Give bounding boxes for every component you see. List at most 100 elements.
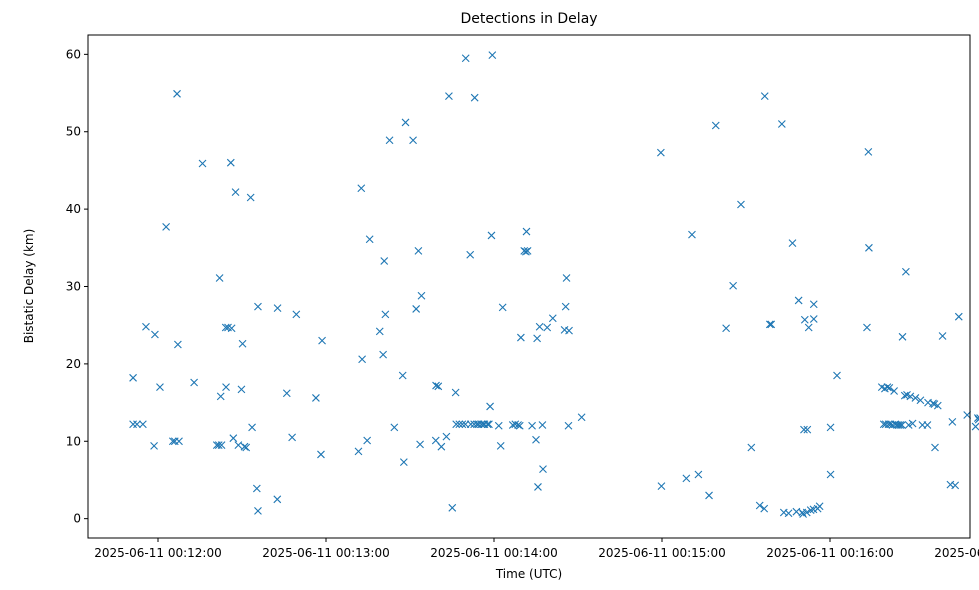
x-axis: 2025-06-11 00:12:00 2025-06-11 00:13:00 20… [94,538,979,560]
data-point-166 [885,383,894,392]
data-point-148 [806,506,815,515]
data-point-108 [535,322,544,331]
x-tick-label: 2025-06-11 00:12:00 [94,546,221,560]
data-point-115 [562,274,571,282]
data-point-89 [486,402,494,411]
data-point-190 [933,401,942,410]
data-point-20 [216,392,225,401]
data-point-52 [379,350,388,359]
data-point-193 [948,418,957,426]
data-point-182 [911,394,920,402]
data-point-92 [494,421,503,430]
data-point-79 [466,420,475,429]
data-point-54 [381,310,390,319]
data-point-151 [809,300,818,309]
data-point-90 [487,231,496,240]
data-point-5 [150,442,158,450]
data-point-18 [215,274,224,282]
data-point-158 [864,147,873,156]
data-point-153 [815,502,824,511]
data-point-127 [729,281,738,290]
data-point-46 [354,447,363,456]
data-point-61 [412,305,421,313]
y-tick-label: 30 [66,280,81,294]
data-point-120 [657,482,666,491]
data-point-169 [890,387,899,395]
data-point-9 [168,437,177,446]
data-point-65 [431,436,440,445]
data-point-93 [496,442,505,450]
data-point-107 [534,483,542,491]
data-point-130 [755,501,764,510]
data-point-147 [804,323,813,332]
data-point-200 [976,414,979,422]
data-point-98 [515,421,524,430]
chart-title: Detections in Delay [460,11,597,27]
data-point-100 [520,247,529,255]
data-point-41 [288,433,297,442]
data-point-15 [198,159,207,168]
data-point-144 [800,315,809,324]
data-point-114 [561,302,570,311]
data-point-25 [226,158,235,167]
data-point-2 [133,420,141,429]
data-point-133 [765,320,774,329]
data-point-155 [826,470,835,479]
data-point-53 [380,257,389,265]
data-point-154 [826,423,835,432]
y-tick-label: 60 [66,47,81,61]
data-point-173 [896,421,905,429]
data-point-68 [437,442,446,451]
data-point-29 [237,385,246,394]
data-point-195 [954,312,963,321]
x-tick-label: 2025-06-11 00:15:00 [598,546,725,560]
data-point-31 [240,442,249,451]
data-point-87 [483,420,492,429]
data-point-8 [162,223,171,231]
data-point-63 [416,440,424,449]
data-point-27 [231,188,240,196]
data-point-74 [455,420,464,429]
data-point-177 [901,267,910,276]
data-point-123 [694,470,703,479]
data-point-138 [788,239,797,248]
data-point-37 [254,302,262,311]
x-tick-label: 2025-06-11 00:14:00 [430,546,557,560]
data-point-12 [173,340,182,349]
data-point-26 [229,434,238,443]
data-point-60 [409,136,417,145]
data-point-125 [711,121,720,130]
data-point-72 [451,388,460,397]
data-point-140 [794,296,803,305]
data-points [129,51,979,518]
data-point-56 [390,423,399,432]
data-point-67 [434,382,443,391]
data-point-66 [432,381,440,390]
data-point-77 [461,54,470,63]
data-point-128 [737,200,745,209]
data-point-112 [548,314,557,323]
data-point-0 [129,373,137,382]
data-point-14 [190,378,199,387]
data-point-75 [458,420,467,429]
data-point-94 [498,303,507,312]
data-point-191 [938,332,947,340]
y-axis: 0 10 20 30 40 50 60 [66,47,88,526]
data-point-48 [357,184,366,193]
data-point-70 [445,92,453,101]
data-point-111 [543,323,552,332]
data-point-110 [539,465,547,474]
data-point-4 [142,322,150,331]
data-point-164 [883,383,892,391]
data-point-159 [865,243,873,252]
data-point-188 [931,443,939,452]
data-point-124 [705,491,713,500]
data-point-145 [802,508,811,517]
data-point-156 [833,371,841,380]
data-point-69 [442,432,451,441]
data-point-71 [448,503,457,512]
x-axis-label: Time (UTC) [495,567,562,581]
data-point-181 [908,419,917,428]
y-tick-label: 40 [66,202,81,216]
data-point-183 [916,396,925,405]
